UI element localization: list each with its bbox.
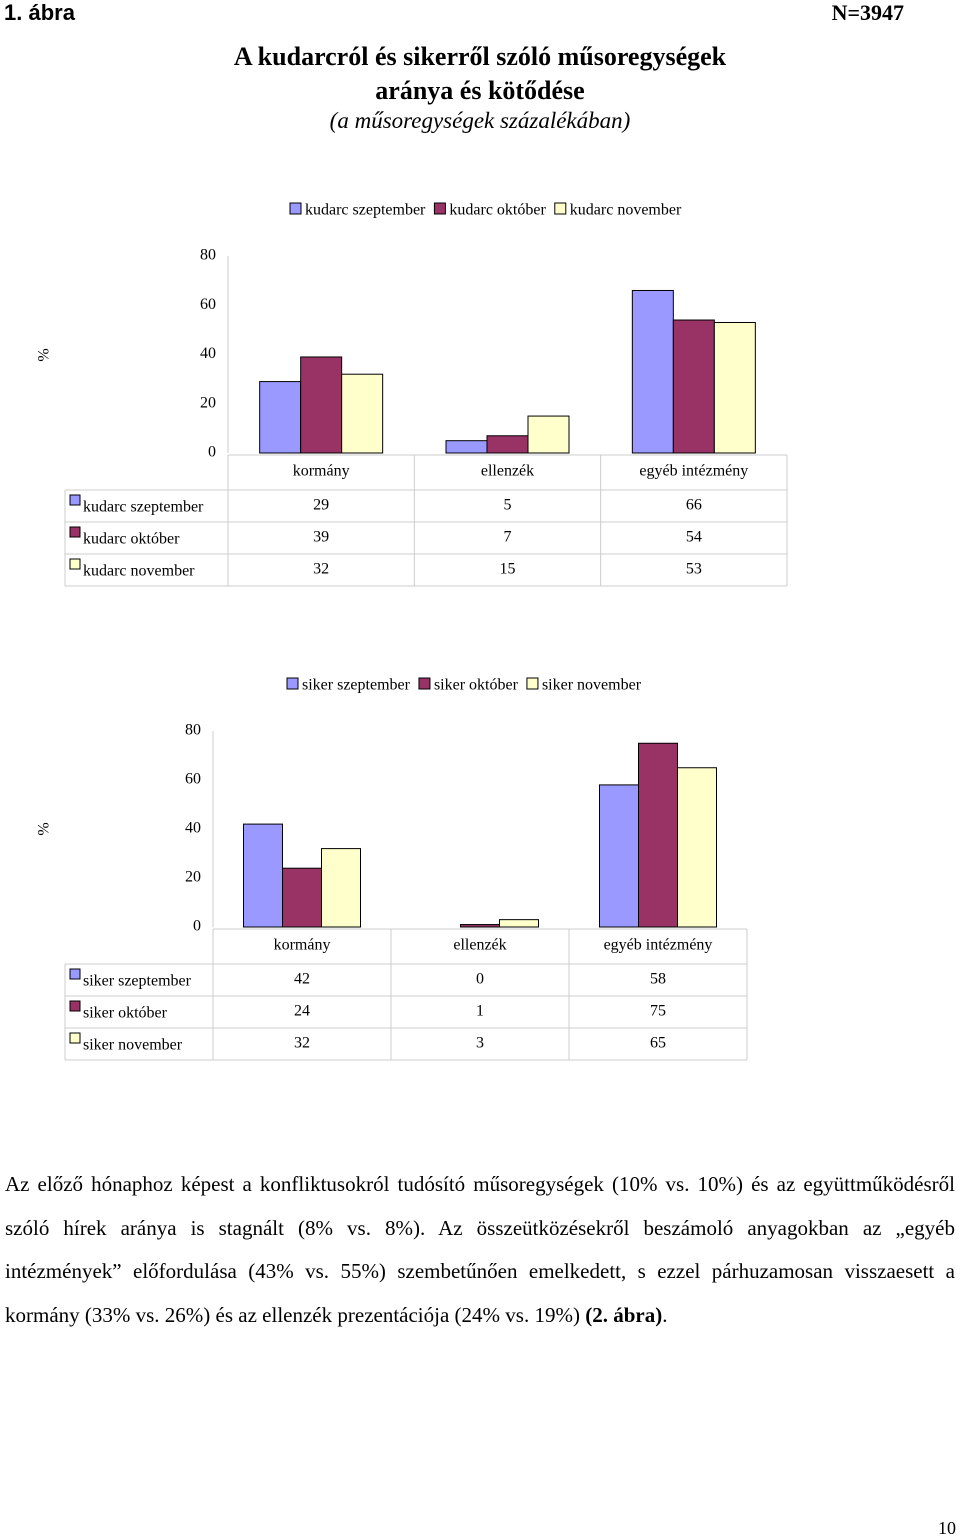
y-tick-label: 60 (185, 771, 201, 788)
bar (499, 919, 539, 928)
legend-key (289, 202, 302, 215)
figure-label: 1. ábra (4, 0, 75, 25)
paragraph-end: . (662, 1302, 668, 1327)
y-tick-label: 60 (200, 296, 216, 313)
figure-ref: (2. ábra) (585, 1302, 663, 1327)
y-tick-label: 20 (185, 869, 201, 886)
charts: % 0 20 40 60 80 kudarc szeptember kudarc októbe… (36, 202, 788, 1061)
legend-label: kudarc szeptember (305, 202, 426, 219)
table-value: 29 (313, 497, 329, 514)
bar (527, 415, 570, 454)
row-label: kudarc november (83, 563, 195, 580)
table-value: 15 (500, 561, 516, 578)
legend-label: siker november (542, 677, 642, 694)
bar (713, 321, 756, 454)
bar (672, 319, 715, 454)
bar (282, 867, 322, 928)
category-label: kormány (293, 463, 350, 480)
row-label: siker október (83, 1005, 168, 1022)
table-value: 1 (476, 1003, 484, 1020)
y-tick-label: 40 (185, 820, 201, 837)
bar (486, 435, 529, 454)
legend-key (526, 677, 539, 690)
bar (341, 373, 384, 454)
table-value: 0 (476, 971, 484, 988)
table-value: 39 (313, 529, 329, 546)
y-axis-label: % (36, 822, 53, 835)
page-number: 10 (938, 1518, 956, 1538)
row-label: kudarc október (83, 531, 180, 548)
paragraph: Az előző hónaphoz képest a konfliktusokr… (5, 1163, 955, 1337)
category-label: egyéb intézmény (639, 463, 748, 480)
bar (460, 924, 500, 928)
category-label: ellenzék (453, 937, 506, 954)
bar (631, 289, 674, 454)
table-key (69, 1032, 81, 1044)
table-key (69, 558, 81, 570)
table-value: 65 (650, 1035, 666, 1052)
table-key (69, 968, 81, 980)
table-value: 32 (313, 561, 329, 578)
bar (321, 848, 361, 928)
category-label: egyéb intézmény (604, 937, 713, 954)
legend-key (418, 677, 431, 690)
table-value: 5 (504, 497, 512, 514)
legend-key (433, 202, 446, 215)
legend-label: kudarc november (570, 202, 682, 219)
category-label: kormány (274, 937, 331, 954)
category-label: ellenzék (481, 463, 534, 480)
title-line: A kudarcról és sikerről szóló műsoregysé… (233, 42, 727, 71)
table-value: 54 (686, 529, 702, 546)
table-value: 53 (686, 561, 702, 578)
y-tick-label: 80 (200, 247, 216, 264)
bar (300, 356, 343, 454)
table-key (69, 526, 81, 538)
bar (638, 742, 678, 928)
legend-key (554, 202, 567, 215)
table-value: 7 (504, 529, 512, 546)
bar (445, 440, 488, 454)
row-label: siker november (83, 1037, 183, 1054)
table-value: 3 (476, 1035, 484, 1052)
y-tick-label: 20 (200, 394, 216, 411)
y-tick-label: 40 (200, 345, 216, 362)
paragraph-text: Az előző hónaphoz képest a konfliktusokr… (5, 1172, 955, 1327)
y-tick-label: 80 (185, 722, 201, 739)
table-value: 32 (294, 1035, 310, 1052)
sample-size: N=3947 (831, 0, 904, 25)
table-value: 58 (650, 971, 666, 988)
bar (677, 767, 717, 928)
table-value: 75 (650, 1003, 666, 1020)
table-value: 42 (294, 971, 310, 988)
legend-label: siker szeptember (302, 677, 411, 694)
title-line: aránya és kötődése (375, 76, 585, 105)
table-key (69, 494, 81, 506)
table-value: 24 (294, 1003, 310, 1020)
bar (243, 823, 283, 928)
legend-label: siker október (434, 677, 519, 694)
bar (259, 381, 302, 454)
y-tick-label: 0 (193, 918, 201, 935)
y-axis-label: % (36, 348, 53, 361)
bar (599, 784, 639, 928)
legend-label: kudarc október (449, 202, 546, 219)
row-label: kudarc szeptember (83, 499, 204, 516)
legend-key (286, 677, 299, 690)
subtitle: (a műsoregységek százalékában) (329, 108, 631, 133)
y-tick-label: 0 (208, 444, 216, 461)
table-value: 66 (686, 497, 702, 514)
table-key (69, 1000, 81, 1012)
row-label: siker szeptember (83, 973, 192, 990)
